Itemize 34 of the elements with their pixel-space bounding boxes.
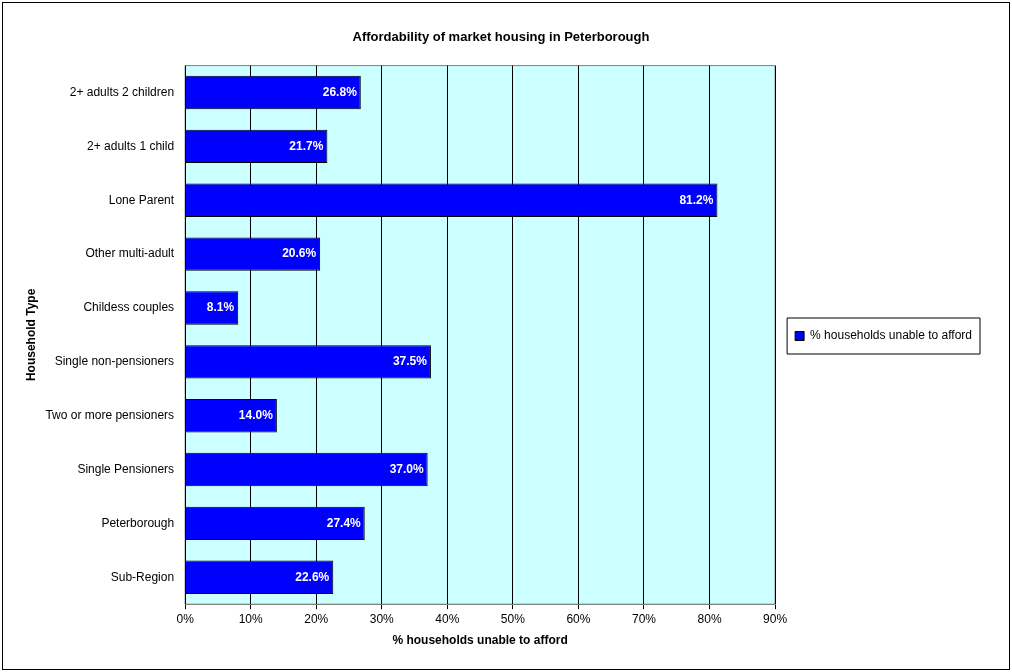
data-label: 20.6% — [282, 246, 317, 261]
y-axis-title: Household Type — [23, 288, 38, 382]
x-tick-label: 60% — [566, 611, 591, 626]
chart-title: Affordability of market housing in Peterborough — [352, 29, 650, 45]
x-tick-label: 70% — [631, 611, 657, 626]
y-tick-label: 2+ adults 2 children — [69, 84, 175, 99]
x-tick-label: 90% — [763, 611, 788, 626]
data-label: 26.8% — [322, 84, 358, 99]
data-label: 8.1% — [206, 300, 235, 315]
y-tick-label: Lone Parent — [108, 192, 175, 207]
data-label: 27.4% — [326, 515, 362, 530]
y-tick-label: Single non-pensioners — [54, 354, 175, 369]
y-tick-label: Single Pensioners — [77, 461, 175, 476]
x-axis-title: % households unable to afford — [392, 633, 568, 648]
data-label: 37.5% — [392, 354, 428, 369]
data-label: 81.2% — [679, 192, 714, 207]
y-tick-label: Childess couples — [83, 300, 175, 315]
data-label: 14.0% — [238, 408, 274, 422]
x-tick-label: 40% — [435, 611, 460, 626]
x-tick-label: 50% — [500, 611, 526, 626]
y-tick-label: Other multi-adult — [85, 246, 175, 261]
x-tick-label: 0% — [176, 611, 195, 626]
x-tick-label: 20% — [304, 611, 329, 626]
x-tick-label: 10% — [238, 611, 264, 626]
y-tick-label: Peterborough — [101, 515, 175, 530]
x-tick-label: 30% — [369, 611, 395, 626]
y-tick-label: Two or more pensioners — [45, 408, 175, 422]
data-label: 21.7% — [289, 138, 324, 153]
y-tick-label: Sub-Region — [110, 569, 175, 584]
y-tick-label: 2+ adults 1 child — [87, 138, 175, 153]
legend-label: % households unable to afford — [810, 328, 973, 343]
data-label: 22.6% — [295, 569, 330, 584]
data-label: 37.0% — [389, 461, 424, 476]
x-tick-label: 80% — [697, 611, 722, 626]
